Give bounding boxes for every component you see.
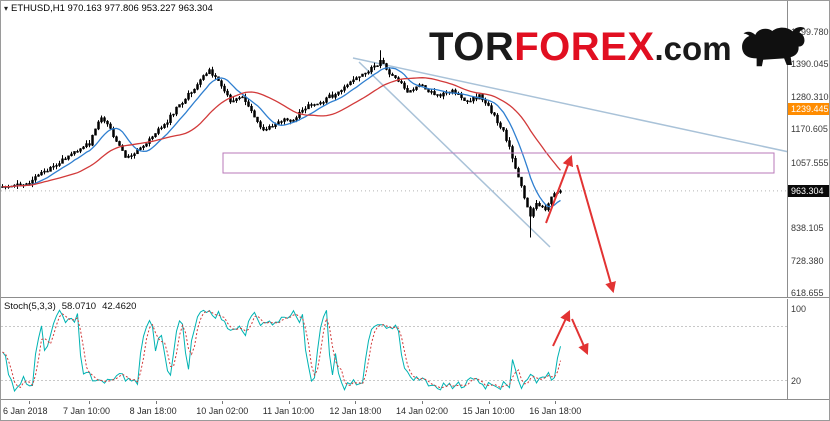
time-tick	[488, 401, 490, 404]
logo-text-com: .com	[654, 30, 732, 67]
time-label: 8 Jan 18:00	[129, 406, 177, 416]
ma-slow-line[interactable]	[2, 77, 561, 188]
chart-marker-icon: ▾	[4, 3, 9, 13]
forecast-rectangle[interactable]	[222, 152, 775, 174]
time-label: 16 Jan 18:00	[529, 406, 582, 416]
time-tick	[288, 401, 290, 404]
time-label: 15 Jan 10:00	[462, 406, 515, 416]
price-label: 728.380	[791, 255, 824, 266]
price-label: 1390.045	[791, 59, 829, 70]
indicator-main-value: 58.0710	[61, 301, 97, 312]
stochastic-axis: 100 20	[787, 299, 829, 400]
time-tick	[355, 401, 357, 404]
time-label: 12 Jan 18:00	[329, 406, 382, 416]
time-axis[interactable]: 6 Jan 2018 7 Jan 10:00 8 Jan 18:00 10 Jan 0…	[1, 401, 829, 420]
stoch-forecast-arrows[interactable]	[552, 310, 589, 356]
time-tick	[555, 401, 557, 404]
time-tick	[222, 401, 224, 404]
price-label: 1170.605	[791, 124, 828, 135]
indicator-label: Stoch(5,3,3) 58.0710 42.4620	[4, 301, 136, 312]
price-chart-canvas[interactable]	[1, 1, 787, 298]
time-label: 11 Jan 10:00	[262, 406, 315, 416]
stoch-scale-label: 100	[791, 303, 807, 314]
torforex-logo: TOR FOREX .com	[429, 25, 809, 71]
price-label: 838.105	[791, 223, 824, 234]
bull-icon	[741, 27, 805, 67]
stoch-scale-label: 20	[791, 375, 802, 386]
price-chart-area[interactable]: ▾ ETHUSD,H1 970.163 977.806 953.227 963.…	[1, 1, 805, 298]
logo-text-tor: TOR	[429, 25, 515, 69]
time-label: 14 Jan 02:00	[396, 406, 449, 416]
price-label: 1057.555	[791, 157, 829, 168]
price-label: 618.655	[791, 288, 824, 299]
bid-price-label: 963.304	[788, 184, 829, 197]
stochastic-canvas[interactable]	[1, 299, 787, 400]
trendlines[interactable]	[352, 57, 787, 248]
forecast-arrows[interactable]	[545, 154, 616, 294]
price-label: 1280.310	[791, 91, 829, 102]
stoch-main-line	[2, 309, 561, 393]
ask-price-label: 1239.445	[788, 103, 829, 116]
ma-fast-line[interactable]	[2, 67, 561, 208]
indicator-name: Stoch(5,3,3)	[4, 301, 56, 312]
indicator-signal-value: 42.4620	[102, 301, 137, 312]
stochastic-panel[interactable]: Stoch(5,3,3) 58.0710 42.4620	[1, 299, 787, 400]
time-tick	[155, 401, 157, 404]
time-tick	[29, 401, 30, 404]
time-label: 10 Jan 02:00	[196, 406, 249, 416]
stoch-signal-line	[2, 310, 561, 389]
symbol-ohlc-text: ETHUSD,H1 970.163 977.806 953.227 963.30…	[11, 3, 213, 14]
candles	[1, 50, 562, 238]
time-tick	[422, 401, 423, 404]
logo-text-forex: FOREX	[514, 25, 655, 69]
symbol-info: ▾ ETHUSD,H1 970.163 977.806 953.227 963.…	[4, 3, 213, 14]
time-label: 7 Jan 10:00	[63, 406, 111, 416]
price-label: 1499.780	[791, 26, 829, 37]
time-label: 6 Jan 2018	[3, 406, 48, 416]
time-tick	[89, 401, 90, 404]
